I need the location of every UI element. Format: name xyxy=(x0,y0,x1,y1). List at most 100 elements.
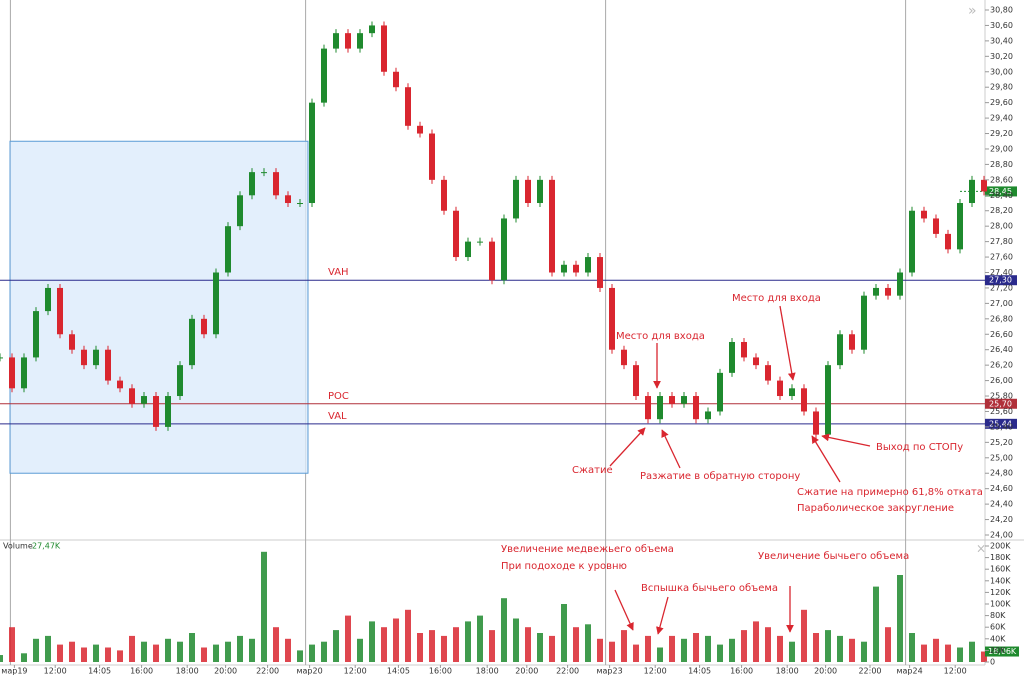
candle xyxy=(429,133,435,180)
volume-bar xyxy=(801,609,807,662)
level-name: VAH xyxy=(328,267,349,278)
volume-bar xyxy=(585,624,591,662)
candle xyxy=(45,287,51,312)
volume-bar xyxy=(789,641,795,662)
volume-bar xyxy=(825,630,831,662)
annotation: Параболическое закругление xyxy=(797,503,954,514)
price-badge-label: 27,30 xyxy=(989,276,1012,285)
y-tick-label: 25,40 xyxy=(990,422,1013,431)
candle xyxy=(0,357,3,359)
annotation: Выход по СТОПу xyxy=(876,442,963,453)
candle xyxy=(621,349,627,366)
price-badge-label: 25,70 xyxy=(989,399,1012,408)
volume-bar xyxy=(105,647,111,662)
annotation: Увеличение бычьего объема xyxy=(758,551,909,562)
candle xyxy=(285,195,291,204)
candle xyxy=(933,218,939,234)
x-tick-label: 20:00 xyxy=(214,667,237,676)
volume-bar xyxy=(357,638,363,662)
candle xyxy=(885,287,891,296)
candle xyxy=(477,241,483,243)
x-tick-label: 12:00 xyxy=(944,667,967,676)
candle xyxy=(717,372,723,412)
volume-bar xyxy=(669,635,675,662)
volume-bar xyxy=(333,630,339,662)
y-tick-label: 24,60 xyxy=(990,484,1013,493)
volume-bar xyxy=(141,641,147,662)
volume-bar xyxy=(33,638,39,662)
y-tick-label: 27,20 xyxy=(990,283,1013,292)
y-tick-label: 28,40 xyxy=(990,191,1013,200)
scroll-button[interactable]: » xyxy=(968,3,977,19)
volume-bar xyxy=(945,644,951,662)
candle xyxy=(57,287,63,335)
annotation: Место для входа xyxy=(616,331,705,342)
arrow xyxy=(811,435,841,483)
candle xyxy=(813,411,819,435)
volume-bar xyxy=(309,644,315,662)
candle xyxy=(357,33,363,49)
volume-bar xyxy=(81,647,87,662)
candle xyxy=(729,341,735,373)
volume-bar xyxy=(657,647,663,662)
candle xyxy=(297,203,303,205)
candle xyxy=(141,396,147,404)
volume-bar xyxy=(549,635,555,662)
candle xyxy=(321,48,327,103)
price-badge xyxy=(985,275,1017,286)
candle xyxy=(69,334,75,350)
candle xyxy=(129,388,135,404)
candle xyxy=(273,172,279,196)
price-badge-label: 25,44 xyxy=(989,419,1012,428)
volume-bar xyxy=(381,627,387,662)
candle xyxy=(837,334,843,366)
volume-bar xyxy=(909,633,915,662)
x-tick-label: 12:00 xyxy=(44,667,67,676)
volume-bar xyxy=(21,653,27,662)
annotation: Увеличение медвежьего объема xyxy=(501,544,674,555)
y-tick-label: 29,60 xyxy=(990,98,1013,107)
y-tick-label: 28,60 xyxy=(990,175,1013,184)
volume-bar xyxy=(213,644,219,662)
volume-bar xyxy=(681,638,687,662)
y-tick-label: 26,40 xyxy=(990,345,1013,354)
volume-bar xyxy=(753,621,759,662)
y-tick-label: 20K xyxy=(990,646,1006,655)
candle xyxy=(117,380,123,389)
volume-bar xyxy=(597,638,603,662)
volume-bar xyxy=(933,638,939,662)
x-tick-label: 22:00 xyxy=(858,667,881,676)
volume-bar xyxy=(441,635,447,662)
candle xyxy=(261,172,267,174)
candle xyxy=(945,233,951,250)
candle xyxy=(693,396,699,420)
volume-bar xyxy=(573,627,579,662)
candle xyxy=(801,388,807,412)
y-tick-label: 29,80 xyxy=(990,83,1013,92)
x-tick-label: 20:00 xyxy=(814,667,837,676)
volume-bar xyxy=(765,627,771,662)
arrow xyxy=(614,589,634,631)
candle xyxy=(765,365,771,381)
annotation: При подоходе к уровню xyxy=(501,561,627,572)
close-button[interactable]: × xyxy=(976,542,986,556)
y-tick-label: 29,00 xyxy=(990,144,1013,153)
arrow xyxy=(779,305,796,381)
y-tick-label: 0 xyxy=(990,658,995,667)
candle xyxy=(9,357,15,389)
volume-bar xyxy=(885,627,891,662)
candle xyxy=(345,33,351,49)
price-badge xyxy=(985,398,1017,409)
candle xyxy=(213,272,219,335)
candle xyxy=(969,179,975,204)
volume-bar xyxy=(897,575,903,662)
volume-bar xyxy=(45,635,51,662)
volume-bar xyxy=(201,647,207,662)
candle xyxy=(381,25,387,72)
volume-bar xyxy=(165,638,171,662)
price-badge-label: 28,45 xyxy=(989,187,1012,196)
candle xyxy=(633,365,639,397)
volume-bar xyxy=(957,647,963,662)
candle xyxy=(237,195,243,227)
